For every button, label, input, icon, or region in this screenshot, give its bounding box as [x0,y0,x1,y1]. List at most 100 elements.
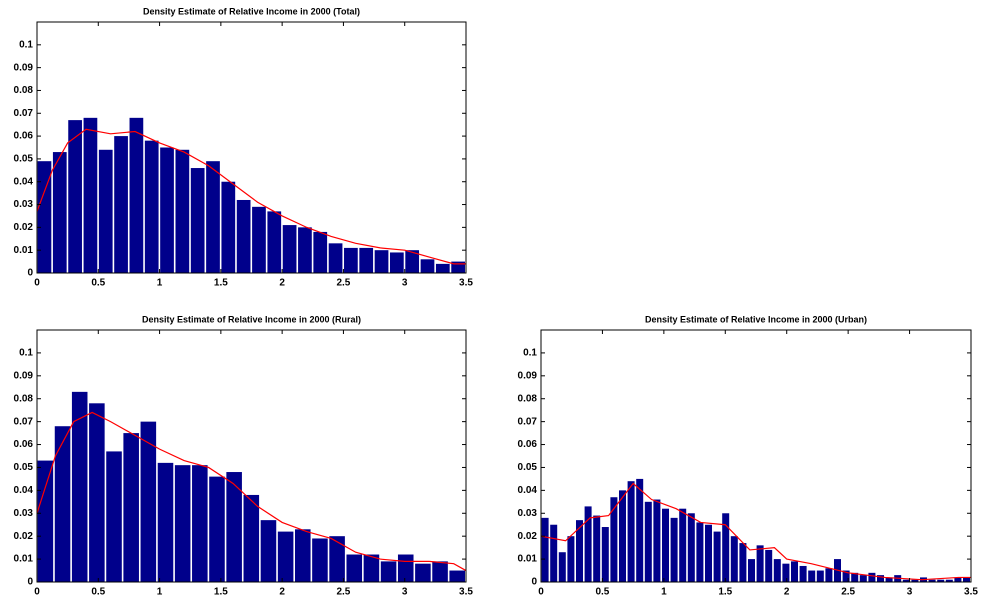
bar [713,531,721,582]
bar [252,206,266,273]
bar [868,572,876,582]
bar [243,494,260,582]
bar [114,136,128,273]
bar [260,520,277,582]
y-tick-label: 0.02 [14,222,34,233]
bar [344,247,358,273]
bar [687,513,695,582]
bar [54,426,71,582]
y-tick-label: 0.07 [518,416,538,427]
bar [435,263,450,273]
bar [71,391,88,582]
x-tick-label: 0.5 [91,278,105,289]
bar [885,577,893,582]
bar [295,529,311,582]
bar [405,250,420,273]
bar [954,577,962,582]
bar [851,572,859,582]
bar [89,403,105,582]
y-tick-label: 0 [531,577,537,588]
bar [619,490,626,582]
y-tick-label: 0.08 [518,393,538,404]
bar [756,545,764,582]
bar [636,478,644,582]
bar [397,554,414,582]
bar [174,465,191,582]
bar [902,579,910,582]
bar [601,527,609,582]
bar [129,117,144,273]
bar [328,243,343,273]
x-tick-label: 2.5 [841,587,855,598]
x-tick-label: 1.5 [214,278,228,289]
x-tick-label: 0.5 [595,587,609,598]
bar [679,508,687,582]
chart-title: Density Estimate of Relative Income in 2… [142,314,361,324]
x-tick-label: 2.5 [336,587,350,598]
bar [123,433,139,582]
bar [374,250,389,273]
bar [945,579,953,582]
bar [144,140,159,273]
y-tick-label: 0.03 [518,508,538,519]
y-tick-label: 0.05 [14,462,34,473]
bar [782,563,790,582]
bar [670,517,678,582]
bar [610,497,618,582]
bar [389,252,404,273]
y-tick-label: 0.05 [518,462,538,473]
x-tick-label: 3.5 [459,587,473,598]
bar [593,515,601,582]
bar [329,536,345,582]
y-tick-label: 0.1 [523,348,537,359]
y-tick-label: 0.1 [19,348,33,359]
y-tick-label: 0.1 [19,39,33,50]
axes-box [36,329,467,583]
x-tick-label: 2 [279,278,285,289]
y-tick-label: 0 [27,577,33,588]
y-tick-label: 0 [27,268,33,279]
bar [277,531,294,582]
bar [739,543,747,582]
y-tick-label: 0.01 [14,245,34,256]
bar [808,570,816,582]
x-tick-label: 1.5 [214,587,228,598]
x-tick-label: 0.5 [91,587,105,598]
x-tick-label: 3.5 [964,587,978,598]
bar [877,575,884,582]
bar [644,501,652,582]
bar [157,462,174,582]
y-tick-label: 0.04 [518,485,538,496]
chart-title: Density Estimate of Relative Income in 2… [143,6,360,16]
y-tick-label: 0.08 [14,393,34,404]
bar [825,568,833,582]
bar [359,247,374,273]
y-tick-label: 0.07 [14,416,34,427]
bar [696,522,704,582]
bar [765,549,773,582]
bar [363,554,380,582]
x-tick-label: 3 [402,587,408,598]
x-tick-label: 2 [279,587,285,598]
axes-box [540,329,972,583]
bar [662,508,669,582]
bar [859,575,867,582]
x-tick-label: 0 [538,587,544,598]
y-tick-label: 0.05 [14,154,34,165]
bar [98,149,113,273]
bar [432,561,448,582]
bar [722,513,730,582]
bar [816,570,824,582]
bar [160,147,174,273]
bar [37,460,54,582]
bar [963,577,970,582]
bar [791,561,798,582]
bar [799,565,807,582]
bar [567,536,575,582]
x-tick-label: 2 [784,587,790,598]
y-tick-label: 0.03 [14,508,34,519]
bar [928,579,936,582]
bar [83,117,98,273]
bar [937,579,945,582]
bar [550,524,558,582]
